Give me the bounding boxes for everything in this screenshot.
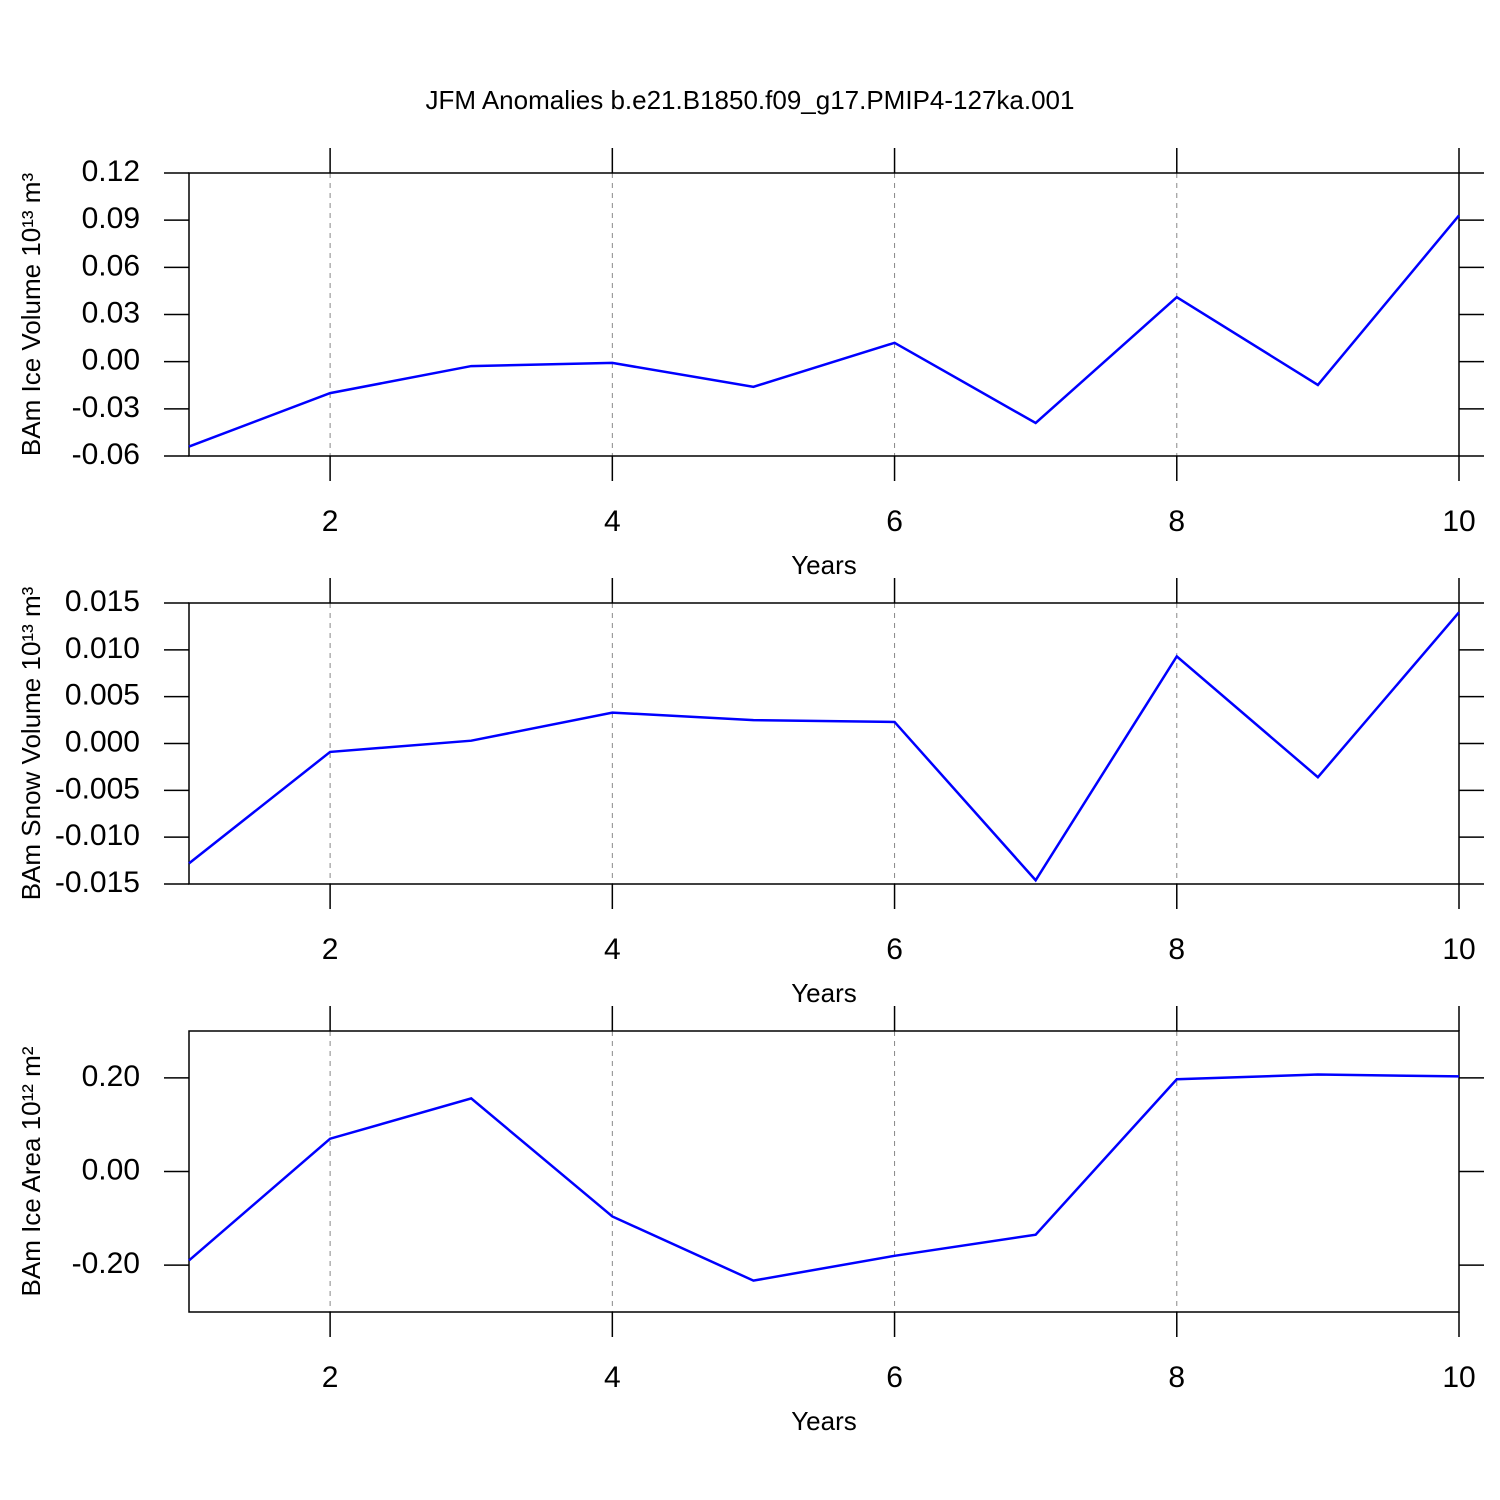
y-tick-label: 0.03 bbox=[82, 296, 140, 329]
x-axis-label: Years bbox=[791, 978, 857, 1008]
x-tick-label: 8 bbox=[1168, 933, 1185, 966]
y-tick-label: 0.06 bbox=[82, 249, 140, 282]
plot-frame bbox=[188, 1030, 1460, 1313]
x-tick-label: 4 bbox=[604, 505, 621, 538]
x-tick-label: 8 bbox=[1168, 1361, 1185, 1394]
y-tick-label: 0.00 bbox=[82, 344, 140, 377]
y-tick-label: -0.20 bbox=[72, 1247, 140, 1280]
x-axis-label: Years bbox=[791, 1406, 857, 1436]
y-tick-label: 0.00 bbox=[82, 1153, 140, 1186]
x-tick-label: 2 bbox=[322, 1361, 339, 1394]
x-tick-label: 10 bbox=[1442, 1361, 1475, 1394]
x-tick-label: 4 bbox=[604, 1361, 621, 1394]
y-tick-label: 0.20 bbox=[82, 1060, 140, 1093]
y-tick-label: 0.005 bbox=[65, 679, 140, 712]
x-tick-label: 4 bbox=[604, 933, 621, 966]
data-line bbox=[188, 214, 1460, 448]
y-axis-label: BAm Snow Volume 10¹³ m³ bbox=[16, 586, 46, 900]
y-tick-label: 0.000 bbox=[65, 725, 140, 758]
x-tick-label: 8 bbox=[1168, 505, 1185, 538]
x-axis-label: Years bbox=[791, 550, 857, 580]
y-axis-label: BAm Ice Volume 10¹³ m³ bbox=[16, 173, 46, 457]
y-tick-label: 0.09 bbox=[82, 202, 140, 235]
x-tick-label: 10 bbox=[1442, 505, 1475, 538]
x-tick-label: 2 bbox=[322, 505, 339, 538]
y-tick-label: 0.12 bbox=[82, 155, 140, 188]
x-tick-label: 2 bbox=[322, 933, 339, 966]
y-tick-label: -0.015 bbox=[55, 866, 140, 899]
y-tick-label: -0.06 bbox=[72, 438, 140, 471]
data-line bbox=[188, 1073, 1460, 1282]
y-tick-label: -0.03 bbox=[72, 391, 140, 424]
y-tick-label: 0.015 bbox=[65, 585, 140, 618]
y-tick-label: -0.005 bbox=[55, 772, 140, 805]
y-axis-label: BAm Ice Area 10¹² m² bbox=[16, 1046, 46, 1296]
x-tick-label: 6 bbox=[886, 1361, 903, 1394]
x-tick-label: 6 bbox=[886, 505, 903, 538]
plot-frame bbox=[188, 602, 1460, 885]
x-tick-label: 10 bbox=[1442, 933, 1475, 966]
plot-frame bbox=[188, 172, 1460, 457]
chart-title: JFM Anomalies b.e21.B1850.f09_g17.PMIP4-… bbox=[426, 85, 1075, 115]
y-tick-label: -0.010 bbox=[55, 819, 140, 852]
y-tick-label: 0.010 bbox=[65, 632, 140, 665]
data-line bbox=[188, 611, 1460, 883]
x-tick-label: 6 bbox=[886, 933, 903, 966]
